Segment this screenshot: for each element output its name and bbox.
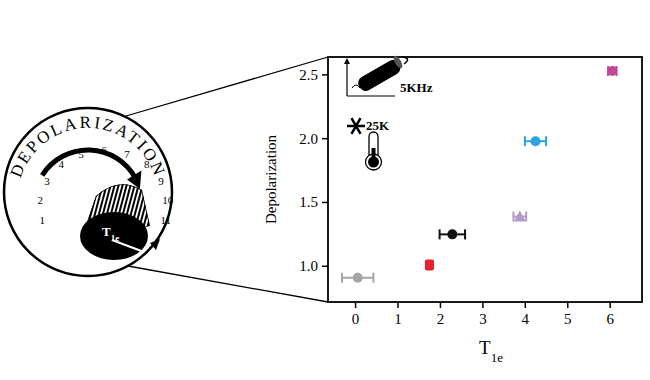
rotor-axis xyxy=(346,62,347,96)
figure: DEPOLARIZATION1234567891011T1e01234561.0… xyxy=(0,0,650,380)
x-tick xyxy=(525,302,527,308)
error-cap xyxy=(512,212,514,222)
dial-number: 9 xyxy=(158,175,164,187)
x-tick xyxy=(355,302,357,308)
spin-arrow xyxy=(402,57,408,64)
knob-label: T1e xyxy=(102,224,119,243)
point xyxy=(607,66,617,76)
subscript: 1e xyxy=(491,350,504,365)
x-tick-label: 1 xyxy=(394,311,402,327)
snowflake xyxy=(352,118,361,134)
error-cap xyxy=(525,212,527,222)
y-tick-label: 1.5 xyxy=(299,194,318,210)
error-cap xyxy=(439,229,441,239)
point xyxy=(353,273,363,283)
error-cap xyxy=(372,273,374,283)
dial-number: 8 xyxy=(144,158,150,170)
y-tick xyxy=(322,138,328,140)
snowflake xyxy=(352,118,361,134)
knob-tick xyxy=(150,239,160,250)
x-tick xyxy=(567,302,569,308)
error-cap xyxy=(464,229,466,239)
y-tick xyxy=(322,266,328,268)
y-axis-label: Depolarization xyxy=(263,134,279,224)
dial-number: 1 xyxy=(39,214,45,226)
x-tick-label: 6 xyxy=(606,311,614,327)
dial: DEPOLARIZATION 1 234 5 6 7 89 10 11 T1e xyxy=(4,57,328,302)
x-tick-label: 0 xyxy=(352,311,360,327)
x-tick xyxy=(482,302,484,308)
error-bar xyxy=(608,66,616,76)
dial-number: 5 xyxy=(78,148,84,160)
knob-stripe xyxy=(148,180,164,240)
dial-number: 2 xyxy=(38,194,44,206)
dial-number: 7 xyxy=(124,148,130,160)
x-tick-label: 5 xyxy=(564,311,572,327)
dial-number: 6 xyxy=(101,144,107,156)
y-tick-label: 1.0 xyxy=(299,258,318,274)
thermometer-column xyxy=(372,148,376,160)
rotor-axis-head xyxy=(344,58,350,64)
error-bar xyxy=(513,212,526,222)
error-cap xyxy=(524,136,526,146)
point xyxy=(447,229,457,239)
dial-number: 4 xyxy=(58,158,64,170)
dial-number: 3 xyxy=(44,175,50,187)
zoom-line xyxy=(128,266,328,302)
dial-circle xyxy=(4,108,172,276)
dial-title-path: DEPOLARIZATION xyxy=(6,113,169,180)
temperature: 25K xyxy=(366,118,390,133)
point xyxy=(425,259,434,270)
error-bar xyxy=(342,273,373,283)
point xyxy=(514,211,526,222)
x-tick xyxy=(397,302,399,308)
x-tick xyxy=(440,302,442,308)
x-tick-label: 2 xyxy=(437,311,445,327)
plot-frame xyxy=(328,57,642,302)
data-layer xyxy=(342,66,617,283)
y-tick-label: 2.0 xyxy=(299,131,318,147)
spin-rate: 5KHz xyxy=(400,80,433,95)
subscript: 1e xyxy=(111,233,120,243)
knob-stripe xyxy=(152,180,168,240)
rotor-base xyxy=(347,95,395,96)
background xyxy=(0,0,650,380)
x-axis-label: T1e xyxy=(479,337,503,365)
icons: 5KHz 25K xyxy=(344,54,433,170)
knob-base xyxy=(80,212,148,260)
y-tick xyxy=(322,202,328,204)
error-cap xyxy=(545,136,547,146)
dial-number: 11 xyxy=(161,214,172,226)
knob: T1e xyxy=(80,180,168,260)
dial-number: 10 xyxy=(162,194,174,206)
dial-arrow xyxy=(42,150,135,179)
x-tick xyxy=(609,302,611,308)
y-tick xyxy=(322,74,328,76)
x-tick-label: 3 xyxy=(479,311,487,327)
point xyxy=(530,136,540,146)
error-bar xyxy=(525,136,546,146)
x-tick-label: 4 xyxy=(522,311,530,327)
error-cap xyxy=(341,273,343,283)
zoom-line xyxy=(126,57,328,116)
plot: 0 1 2 3 4 5 6 1.0 1.5 2.0 2.5 T1e Depolarization 5KHz… xyxy=(263,54,642,364)
y-tick-label: 2.5 xyxy=(299,67,318,83)
dial-title: DEPOLARIZATION xyxy=(6,113,169,180)
error-bar xyxy=(440,229,465,239)
